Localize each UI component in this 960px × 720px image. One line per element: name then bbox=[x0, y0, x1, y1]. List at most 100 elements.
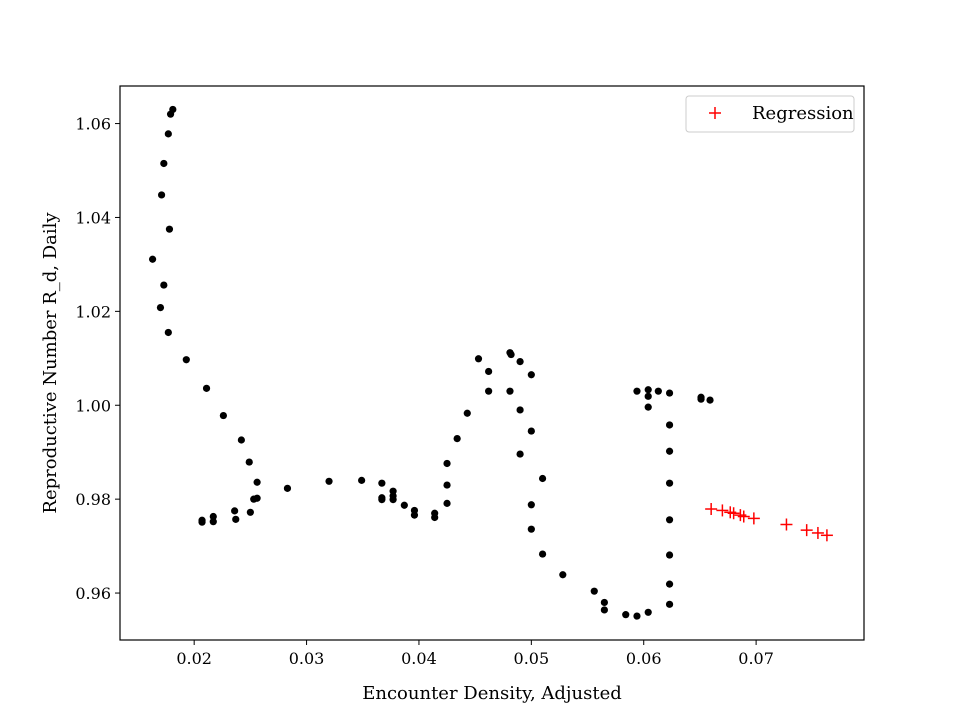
data-point bbox=[148, 255, 157, 263]
data-point bbox=[453, 434, 461, 443]
y-tick-label: 1.02 bbox=[75, 302, 111, 321]
data-point bbox=[527, 427, 535, 435]
data-point bbox=[665, 600, 674, 608]
data-point bbox=[633, 387, 641, 395]
y-tick-label: 0.96 bbox=[75, 584, 111, 603]
data-point bbox=[443, 459, 451, 468]
data-point bbox=[231, 507, 239, 515]
regression-point bbox=[747, 512, 760, 525]
data-point bbox=[665, 516, 674, 524]
x-tick-label: 0.07 bbox=[738, 649, 774, 668]
data-point bbox=[665, 421, 674, 429]
data-point bbox=[400, 501, 408, 509]
x-axis: 0.02 0.03 0.04 0.05 0.06 0.07 bbox=[176, 640, 774, 668]
data-point bbox=[633, 612, 641, 620]
y-tick-label: 0.98 bbox=[75, 490, 111, 509]
data-point bbox=[507, 350, 515, 359]
regression-point bbox=[800, 524, 813, 537]
regression-point bbox=[705, 503, 718, 516]
data-point bbox=[253, 478, 261, 486]
data-point bbox=[156, 304, 165, 312]
data-point bbox=[527, 371, 535, 379]
regression-point bbox=[737, 510, 750, 523]
data-point bbox=[202, 384, 211, 392]
data-point bbox=[706, 396, 714, 404]
data-point bbox=[644, 608, 652, 616]
data-point bbox=[474, 355, 483, 363]
data-point bbox=[389, 496, 397, 504]
data-point bbox=[665, 389, 674, 397]
data-point bbox=[209, 518, 217, 526]
data-point bbox=[527, 501, 535, 509]
data-point bbox=[516, 406, 524, 414]
regression-point bbox=[716, 504, 729, 517]
data-point bbox=[697, 395, 705, 403]
data-point bbox=[410, 511, 419, 519]
data-point bbox=[665, 551, 674, 559]
data-point bbox=[665, 447, 674, 455]
plot-area bbox=[148, 105, 833, 620]
x-tick-label: 0.05 bbox=[514, 649, 550, 668]
data-point bbox=[245, 458, 253, 466]
data-point bbox=[644, 392, 652, 400]
data-point bbox=[506, 387, 514, 395]
data-point bbox=[198, 518, 206, 526]
data-point bbox=[160, 281, 168, 289]
legend-marker-regression bbox=[709, 107, 721, 119]
data-point bbox=[443, 499, 451, 507]
data-point bbox=[527, 525, 535, 533]
y-axis-label: Reproductive Number R_d, Daily bbox=[40, 212, 61, 514]
data-point bbox=[644, 403, 652, 411]
data-point bbox=[644, 386, 652, 394]
regression-point bbox=[724, 506, 737, 519]
data-point bbox=[232, 515, 240, 523]
data-point bbox=[358, 476, 366, 484]
regression-point bbox=[734, 509, 747, 522]
legend-plus-icon bbox=[709, 107, 721, 119]
data-point bbox=[209, 512, 217, 521]
data-point bbox=[182, 356, 190, 364]
regression-point bbox=[820, 529, 833, 542]
x-tick-label: 0.03 bbox=[289, 649, 325, 668]
regression-point bbox=[727, 507, 740, 520]
y-tick-label: 1.04 bbox=[75, 208, 111, 227]
data-point bbox=[157, 191, 166, 199]
data-point bbox=[654, 387, 662, 395]
data-point bbox=[160, 159, 168, 168]
data-point bbox=[166, 110, 175, 118]
y-tick-label: 1.06 bbox=[75, 115, 111, 134]
data-point bbox=[463, 409, 471, 417]
data-point bbox=[283, 484, 292, 492]
legend-label-regression: Regression bbox=[752, 103, 854, 124]
legend-box bbox=[685, 95, 855, 133]
x-axis-label: Encounter Density, Adjusted bbox=[362, 683, 622, 704]
regression-point bbox=[780, 518, 793, 531]
data-point bbox=[431, 513, 439, 522]
data-point bbox=[665, 479, 674, 487]
data-point bbox=[538, 474, 547, 483]
data-point bbox=[622, 611, 630, 619]
plot-frame bbox=[119, 85, 865, 641]
data-point bbox=[600, 606, 608, 614]
data-point bbox=[665, 580, 674, 588]
x-tick-label: 0.04 bbox=[401, 649, 437, 668]
data-point bbox=[325, 477, 333, 485]
data-point bbox=[237, 436, 245, 444]
data-point bbox=[250, 495, 258, 503]
y-axis: 0.96 0.98 1.00 1.02 1.04 1.06 bbox=[75, 115, 120, 603]
legend: Regression bbox=[685, 95, 855, 133]
data-point bbox=[600, 598, 608, 607]
data-point bbox=[246, 508, 254, 516]
x-tick-label: 0.02 bbox=[176, 649, 212, 668]
data-point bbox=[516, 357, 524, 366]
data-point bbox=[485, 387, 493, 395]
regression-point bbox=[811, 526, 824, 539]
data-point bbox=[164, 130, 172, 138]
data-point bbox=[378, 479, 386, 487]
data-point bbox=[590, 587, 598, 595]
data-point bbox=[559, 571, 567, 579]
data-point bbox=[485, 367, 493, 376]
y-tick-label: 1.00 bbox=[75, 396, 111, 415]
data-point bbox=[219, 411, 227, 420]
